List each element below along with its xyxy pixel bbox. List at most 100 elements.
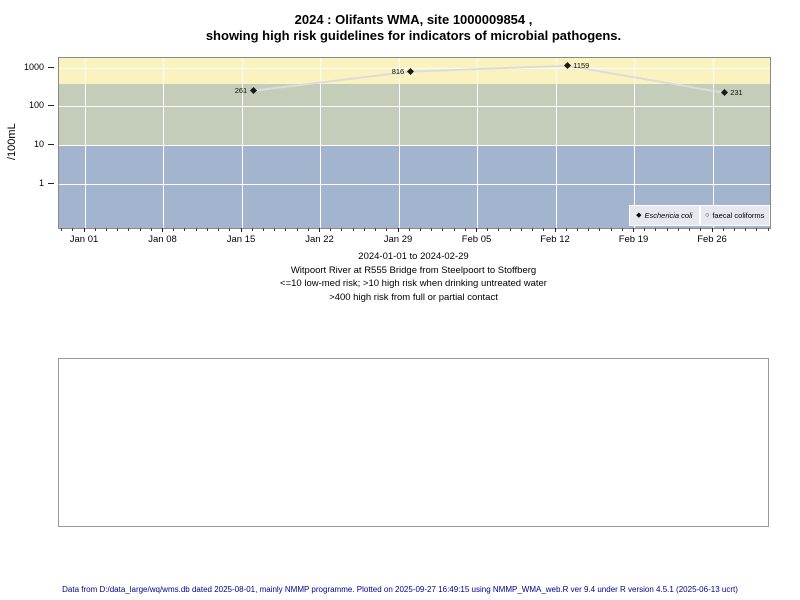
y-axis: 1 10 100 1000 — [0, 57, 58, 227]
x-major-tick — [476, 228, 477, 232]
x-minor-tick — [285, 228, 287, 231]
data-point-label: 1159 — [573, 61, 590, 71]
chart-title-line2: showing high risk guidelines for indicat… — [205, 28, 622, 43]
caption-date-range: 2024-01-01 to 2024-02-29 — [358, 251, 469, 262]
x-tick-label: Feb 26 — [697, 234, 727, 245]
data-point-label: 816 — [391, 67, 405, 77]
x-major-tick — [83, 228, 85, 232]
x-minor-tick — [644, 228, 646, 231]
y-tick-label: 1000 — [23, 61, 44, 72]
chart-title-line1: 2024 : Olifants WMA, site 1000009854 , — [294, 12, 533, 27]
x-minor-tick — [431, 228, 433, 231]
x-major-tick — [554, 228, 556, 232]
x-minor-tick — [363, 228, 365, 231]
y-tick-label: 10 — [33, 138, 44, 149]
x-minor-tick — [543, 228, 545, 231]
x-minor-tick — [733, 228, 735, 231]
data-line-layer — [253, 64, 725, 94]
x-minor-tick — [94, 228, 96, 231]
x-minor-tick — [565, 228, 567, 231]
open-circle-icon: ○ — [705, 212, 710, 219]
x-minor-tick — [128, 228, 130, 231]
gridline-x — [477, 58, 478, 228]
x-minor-tick — [453, 228, 455, 231]
risk-band-1 — [59, 83, 770, 146]
x-minor-tick — [150, 228, 152, 231]
x-major-tick — [162, 228, 163, 232]
x-minor-tick — [330, 228, 332, 231]
x-minor-tick — [700, 228, 702, 231]
x-minor-tick — [689, 228, 691, 231]
x-minor-tick — [487, 228, 489, 231]
caption-drinking-risk-rule: <=10 low-med risk; >10 high risk when dr… — [280, 278, 547, 289]
plot-area: ◆ Eschericia coli ○ faecal coliforms 261 816… — [58, 57, 771, 229]
gridline-x — [320, 58, 321, 228]
ecoli-data-line — [253, 64, 725, 94]
x-minor-tick — [72, 228, 74, 231]
x-minor-tick — [666, 228, 668, 231]
x-minor-tick — [655, 228, 657, 231]
x-minor-tick — [386, 228, 388, 231]
x-minor-tick — [610, 228, 612, 231]
legend-item-0: ◆ Eschericia coli — [629, 205, 700, 226]
x-minor-tick — [262, 228, 264, 231]
x-minor-tick — [532, 228, 534, 231]
x-axis: Jan 01 Jan 08 Jan 15 Jan 22 Jan 29 Feb 05 Feb … — [58, 228, 769, 250]
x-minor-tick — [117, 228, 119, 231]
x-minor-tick — [139, 228, 141, 231]
x-tick-label: Feb 05 — [461, 234, 492, 245]
footer-provenance-text: Data from D:/data_large/wq/wms.db dated … — [62, 585, 738, 594]
x-tick-label: Feb 19 — [618, 234, 649, 245]
caption-site-description: Witpoort River at R555 Bridge from Steel… — [290, 264, 537, 276]
x-minor-tick — [756, 228, 758, 231]
x-minor-tick — [307, 228, 309, 231]
gridline-y-1000 — [59, 67, 770, 69]
x-minor-tick — [419, 228, 421, 231]
y-tick-mark — [48, 66, 54, 68]
data-point-label: 231 — [730, 88, 743, 98]
x-minor-tick — [498, 228, 500, 231]
x-minor-tick — [621, 228, 623, 231]
x-minor-tick — [745, 228, 747, 231]
x-major-tick — [240, 228, 242, 232]
x-minor-tick — [509, 228, 511, 231]
gridline-x — [241, 58, 243, 228]
x-minor-tick — [61, 228, 63, 231]
x-minor-tick — [296, 228, 298, 231]
empty-second-chart-panel — [58, 358, 769, 527]
x-minor-tick — [588, 228, 590, 231]
x-minor-tick — [767, 228, 769, 231]
caption-contact-risk-rule: >400 high risk from full or partial cont… — [329, 291, 498, 303]
y-tick-label: 100 — [28, 100, 44, 111]
x-major-tick — [711, 228, 713, 232]
x-tick-label: Jan 01 — [69, 234, 99, 245]
y-tick-mark — [48, 143, 54, 145]
data-point-label: 261 — [234, 86, 248, 96]
gridline-x — [398, 58, 400, 228]
x-minor-tick — [408, 228, 410, 231]
y-tick-label: 1 — [38, 177, 44, 188]
x-tick-label: Feb 12 — [540, 234, 570, 245]
gridline-x — [712, 58, 714, 228]
gridline-y-100 — [59, 106, 770, 108]
x-minor-tick — [105, 228, 107, 231]
x-minor-tick — [274, 228, 276, 231]
gridline-y-10 — [59, 144, 770, 146]
y-tick-mark — [48, 182, 54, 184]
x-minor-tick — [576, 228, 578, 231]
gridline-x — [163, 58, 164, 228]
filled-diamond-icon: ◆ — [636, 212, 642, 219]
x-minor-tick — [206, 228, 208, 231]
x-minor-tick — [184, 228, 186, 231]
x-minor-tick — [173, 228, 175, 231]
x-major-tick — [397, 228, 399, 232]
legend-item-label: Eschericia coli — [644, 211, 693, 220]
legend-item-label: faecal coliforms — [712, 211, 765, 220]
x-minor-tick — [677, 228, 679, 231]
gridline-x — [555, 58, 557, 228]
x-minor-tick — [251, 228, 253, 231]
legend-item-1: ○ faecal coliforms — [699, 205, 770, 226]
x-major-tick — [319, 228, 320, 232]
x-minor-tick — [722, 228, 724, 231]
